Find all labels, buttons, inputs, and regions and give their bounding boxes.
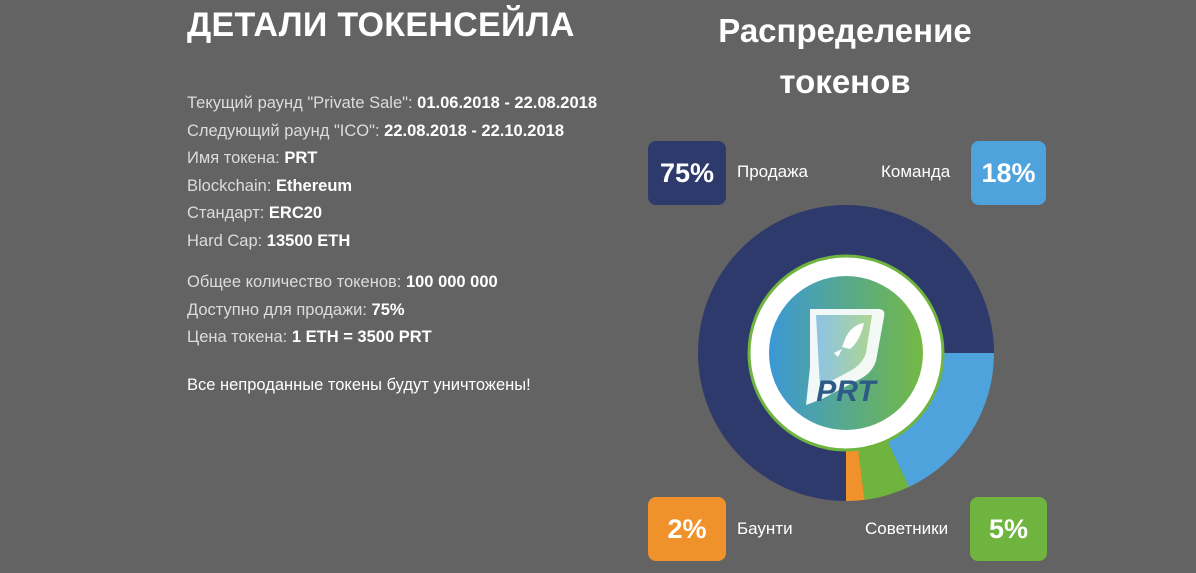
detail-label: Стандарт: bbox=[187, 204, 269, 222]
bounty-percent-badge: 2% bbox=[648, 497, 726, 561]
detail-label: Цена токена: bbox=[187, 328, 292, 346]
detail-row-blockchain: Blockchain: Ethereum bbox=[187, 173, 617, 201]
logo-text: PRT bbox=[816, 375, 878, 408]
details-list: Текущий раунд "Private Sale": 01.06.2018… bbox=[187, 90, 617, 399]
detail-label: Доступно для продажи: bbox=[187, 300, 372, 319]
detail-label: Hard Cap: bbox=[187, 231, 267, 250]
detail-value: 13500 ETH bbox=[266, 231, 351, 250]
distribution-title: Распределение токенов bbox=[718, 12, 972, 100]
team-percent-badge: 18% bbox=[971, 141, 1046, 205]
detail-value: 100 000 000 bbox=[405, 273, 498, 291]
detail-row-price: Цена токена: 1 ETH = 3500 PRT bbox=[187, 324, 617, 352]
detail-value: PRT bbox=[284, 149, 318, 167]
detail-label: Имя токена: bbox=[187, 149, 285, 167]
legend-label-bounty: Баунти bbox=[737, 519, 793, 538]
legend-label-sale: Продажа bbox=[737, 162, 808, 181]
section-title: ДЕТАЛИ ТОКЕНСЕЙЛА bbox=[187, 6, 575, 44]
detail-row-current-round: Текущий раунд "Private Sale": 01.06.2018… bbox=[187, 90, 617, 118]
detail-value: ERC20 bbox=[268, 204, 323, 222]
distribution-donut-chart: PRT bbox=[698, 205, 994, 501]
detail-value: Ethereum bbox=[275, 176, 353, 195]
detail-label: Общее количество токенов: bbox=[187, 273, 406, 291]
detail-row-available: Доступно для продажи: 75% bbox=[187, 297, 617, 325]
legend-label-advisors: Советники bbox=[865, 519, 949, 538]
detail-value: 75% bbox=[371, 300, 405, 319]
detail-value: 01.06.2018 - 22.08.2018 bbox=[417, 94, 597, 112]
detail-label: Следующий раунд "ICO": bbox=[187, 121, 385, 140]
burn-note: Все непроданные токены будут уничтожены! bbox=[187, 375, 531, 394]
detail-value: 22.08.2018 - 22.10.2018 bbox=[384, 121, 564, 140]
detail-row-hard-cap: Hard Cap: 13500 ETH bbox=[187, 228, 617, 256]
detail-label: Blockchain: bbox=[187, 176, 276, 195]
detail-row-standard: Стандарт: ERC20 bbox=[187, 200, 617, 228]
detail-value: 1 ETH = 3500 PRT bbox=[291, 328, 432, 346]
donut-inner-ring-border bbox=[747, 254, 945, 452]
detail-row-total-tokens: Общее количество токенов: 100 000 000 bbox=[187, 269, 617, 297]
sale-percent-badge: 75% bbox=[648, 141, 726, 205]
legend-label-team: Команда bbox=[881, 162, 951, 181]
detail-row-next-round: Следующий раунд "ICO": 22.08.2018 - 22.1… bbox=[187, 118, 617, 146]
detail-row-token-name: Имя токена: PRT bbox=[187, 145, 617, 173]
prt-logo-icon: PRT bbox=[806, 309, 885, 408]
detail-label: Текущий раунд "Private Sale": bbox=[187, 94, 418, 112]
advisors-percent-badge: 5% bbox=[970, 497, 1047, 561]
